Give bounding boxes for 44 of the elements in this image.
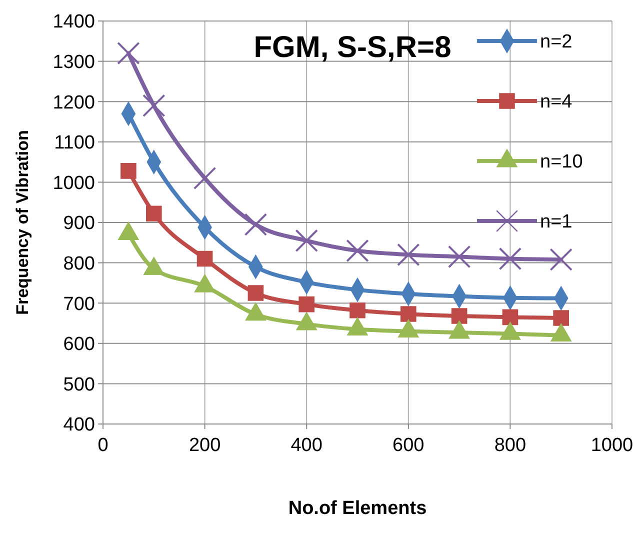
x-axis-title: No.of Elements: [288, 498, 427, 519]
y-tick-label: 600: [63, 334, 95, 356]
legend-label: n=1: [540, 212, 572, 233]
y-tick-label: 400: [63, 414, 95, 436]
point: [397, 243, 420, 266]
y-tick-label: 1400: [52, 12, 95, 33]
y-tick-label: 1300: [52, 52, 95, 73]
x-tick-label: 1000: [590, 435, 633, 456]
point: [350, 302, 366, 318]
x-tick-label: 800: [494, 435, 526, 456]
x-tick-label: 600: [392, 435, 424, 456]
y-tick-label: 900: [63, 213, 95, 234]
point: [248, 285, 264, 301]
x-tick-label: 200: [188, 435, 221, 456]
x-tick-label: 400: [290, 435, 322, 456]
point: [346, 239, 369, 262]
point: [142, 94, 166, 118]
y-tick-label: 500: [63, 374, 95, 396]
point: [298, 296, 315, 312]
point: [193, 166, 216, 190]
point: [502, 309, 518, 326]
legend-label: n=4: [540, 92, 573, 113]
point: [400, 306, 416, 322]
point: [550, 248, 572, 271]
y-tick-label: 800: [63, 253, 95, 274]
point: [120, 163, 136, 179]
chart-title: FGM, S-S,R=8: [254, 31, 452, 64]
point: [553, 310, 570, 326]
legend-label: n=2: [540, 32, 572, 53]
point: [146, 206, 162, 222]
y-axis-title: Frequency of Vibration: [13, 130, 32, 315]
point: [244, 213, 268, 236]
x-tick-label: 0: [98, 435, 108, 456]
y-tick-label: 700: [63, 294, 95, 315]
point: [196, 250, 213, 267]
point: [295, 229, 318, 252]
y-tick-label: 1000: [52, 172, 95, 194]
point: [117, 42, 140, 65]
legend-label: n=10: [540, 152, 583, 173]
point: [498, 247, 522, 270]
point: [451, 308, 468, 324]
y-tick-label: 1200: [52, 92, 95, 114]
point: [448, 245, 471, 268]
y-tick-label: 1100: [54, 132, 95, 154]
